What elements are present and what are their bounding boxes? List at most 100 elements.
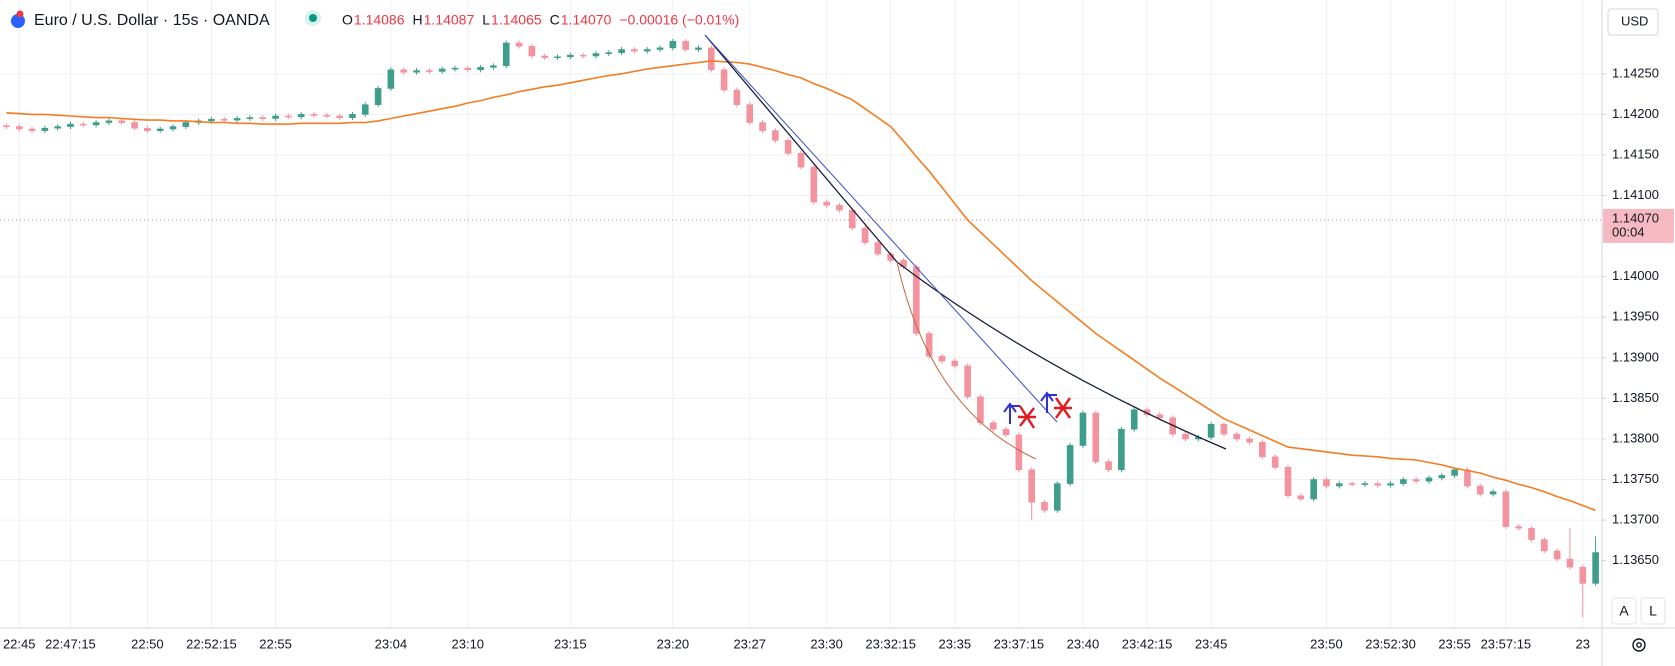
y-tick-label: 1.13750 [1612,471,1659,486]
candle-body [631,49,638,52]
candle-body [413,70,420,73]
candle-body [1105,461,1112,471]
candle-body [1220,424,1228,435]
ohlc-value: 1.14065 [491,12,542,28]
candle-body [695,47,702,50]
x-tick-label: 23:45 [1195,636,1228,651]
candle-body [182,122,190,127]
axis-labels: 1.14250 1.14200 1.14150 1.14100 1.14000 1.139… [3,65,1674,651]
candle-body [28,128,36,131]
candle-body [746,104,754,123]
candle-body [1310,479,1317,500]
candle-body [387,69,395,89]
candle-body [823,201,830,206]
candle-body [1425,477,1433,482]
candle-body [1271,456,1279,468]
candle-body [874,242,882,255]
candle-body [1079,412,1087,446]
candle-body [759,122,766,131]
candle-body [1464,469,1471,487]
candle-body [246,117,254,119]
candle-body [220,118,228,121]
candle-body [1592,552,1599,584]
x-tick-label: 23:40 [1067,636,1100,651]
candle-body [810,166,818,203]
symbol-title: Euro / U.S. Dollar · 15s · OANDA [34,12,270,29]
candle-body [1066,445,1074,484]
candle-body [400,69,408,73]
ohlc-value: 1.14086 [354,12,405,28]
candle-body [1259,441,1266,458]
x-tick-label: 23:20 [657,636,690,651]
candle-body [1156,414,1164,419]
candle-body [1284,467,1292,497]
candle-body [977,396,984,424]
x-tick-label: 23 [1576,636,1590,651]
candle-body [1361,483,1369,485]
candle-body [1438,475,1446,479]
candle-body [272,115,279,119]
candle-body [682,41,689,50]
settings-icon[interactable] [1632,638,1646,652]
y-tick-label: 1.14200 [1612,106,1659,121]
candle-body [1579,566,1587,584]
candle-body [1118,428,1125,471]
candle-body [1335,483,1343,487]
candle-body [310,114,318,116]
candle-body [1182,433,1189,440]
scale-button-label[interactable]: L [1649,603,1657,619]
candle-body [208,118,215,122]
countdown-label: 00:04 [1612,224,1645,239]
candle-body [951,360,959,367]
candle-body [1374,483,1382,486]
cross-marker [1018,405,1036,429]
candle-body [144,127,151,131]
y-tick-label: 1.13650 [1612,552,1659,567]
trend-line [704,34,1058,423]
candle-body [1412,479,1420,482]
candle-body [1541,539,1548,552]
candle-body [925,333,933,357]
candle-body [1297,495,1305,500]
scale-button[interactable] [1640,597,1666,625]
candle-body [592,53,600,57]
settings-icon[interactable] [1636,642,1642,648]
x-tick-label: 23:35 [939,636,972,651]
x-tick-label: 23:32:15 [865,636,916,651]
currency-button[interactable] [1607,8,1659,36]
ohlc-value: 1.14070 [561,12,612,28]
ohlc-key: O [342,12,353,28]
candle-body [618,49,625,54]
y-tick-label: 1.14150 [1612,146,1659,161]
candle-body [131,122,138,129]
candle-body [1348,483,1356,485]
scale-button-label[interactable]: A [1619,603,1629,619]
x-tick-label: 22:50 [131,636,164,651]
candle-body [1002,428,1010,436]
candle-body [118,120,126,123]
candle-body [515,42,523,47]
x-tick-label: 22:55 [259,636,292,651]
candle-body [67,123,74,127]
scale-button[interactable] [1611,597,1637,625]
arrow-marker [1040,391,1057,413]
candle-body [349,114,356,118]
candle-body [669,41,677,49]
candle-body [3,125,10,128]
cross-marker [1054,397,1072,419]
y-tick-label: 1.13950 [1612,309,1659,324]
candle-body [41,127,49,131]
candle-body [989,422,997,430]
x-tick-label: 23:27 [733,636,766,651]
candle-body [1476,485,1484,495]
settings-button[interactable] [1632,638,1646,652]
candle-body [707,47,715,71]
y-tick-label: 1.13850 [1612,390,1659,405]
candle-body [477,67,484,71]
currency-label[interactable]: USD [1621,13,1648,28]
candle-body [1041,501,1048,511]
status-dot [309,14,317,22]
x-tick-label: 23:50 [1310,636,1343,651]
ohlc-key: H [413,12,423,28]
